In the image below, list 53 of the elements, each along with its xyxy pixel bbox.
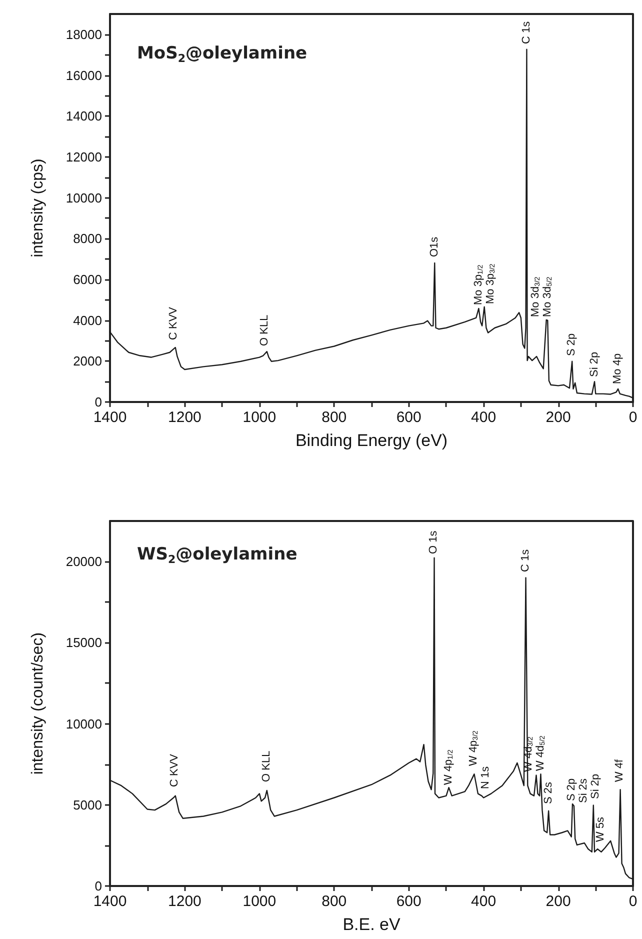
y-tick-label: 20000 xyxy=(66,554,102,570)
annotation: Mo 4p xyxy=(612,353,624,384)
y-tick-label: 10000 xyxy=(66,716,102,732)
y-tick-label: 2000 xyxy=(73,354,102,369)
y-tick-label: 12000 xyxy=(66,149,102,164)
x-tick-label: 1400 xyxy=(93,409,127,426)
annotation: O KLL xyxy=(260,751,272,782)
annotation: C 1s xyxy=(520,21,532,44)
annotation: Si 2s xyxy=(578,778,590,804)
x-tick-label: 600 xyxy=(396,893,422,910)
annotation: S 2p xyxy=(566,333,578,356)
y-tick-label: 18000 xyxy=(66,26,102,42)
annotation: C KVV xyxy=(168,754,181,788)
annotation: Si 2p xyxy=(588,351,600,377)
annotation: Si 2p xyxy=(590,774,602,799)
x-tick-label: 1400 xyxy=(93,893,127,910)
y-tick-label: 10000 xyxy=(66,190,102,206)
annotation: W 5s xyxy=(594,817,607,842)
annotation: W 4f xyxy=(614,760,626,782)
y-tick-label: 0 xyxy=(94,394,102,410)
x-tick-label: 600 xyxy=(396,409,422,426)
y-tick-label: 0 xyxy=(94,878,102,894)
annotation: C KVV xyxy=(167,306,179,340)
x-tick-label: 800 xyxy=(322,893,347,910)
y-tick-label: 4000 xyxy=(73,312,102,328)
x-tick-label: 400 xyxy=(471,409,496,426)
annotation: O 1s xyxy=(428,530,440,554)
y-tick-label: 8000 xyxy=(73,231,102,246)
x-tick-label: 200 xyxy=(546,409,571,426)
x-tick-label: 0 xyxy=(628,893,638,910)
y-axis-title: intensity (cps) xyxy=(30,158,46,258)
annotation: S 2p xyxy=(566,778,578,801)
annotation: S 2s xyxy=(542,781,555,804)
x-tick-label: 1200 xyxy=(168,893,202,910)
x-tick-label: 800 xyxy=(322,409,347,426)
x-tick-label: 1000 xyxy=(242,409,276,426)
y-tick-label: 5000 xyxy=(73,797,102,812)
x-axis-title: Binding Energy (eV) xyxy=(295,431,448,450)
annotation: N 1s xyxy=(480,766,492,789)
y-tick-label: 6000 xyxy=(73,272,102,287)
x-tick-label: 1200 xyxy=(168,409,202,426)
x-axis-title: B.E. eV xyxy=(342,915,401,934)
y-tick-label: 15000 xyxy=(66,635,102,650)
x-tick-label: 1000 xyxy=(242,893,276,910)
annotation: O KLL xyxy=(258,314,271,346)
annotation: O1s xyxy=(428,236,440,258)
x-tick-label: 0 xyxy=(628,409,638,426)
x-tick-label: 400 xyxy=(471,893,496,910)
x-tick-label: 200 xyxy=(546,893,571,910)
y-tick-label: 16000 xyxy=(66,68,102,83)
y-axis-title: intensity (count/sec) xyxy=(30,632,46,775)
annotation: C 1s xyxy=(519,548,532,572)
y-tick-label: 14000 xyxy=(66,108,102,124)
